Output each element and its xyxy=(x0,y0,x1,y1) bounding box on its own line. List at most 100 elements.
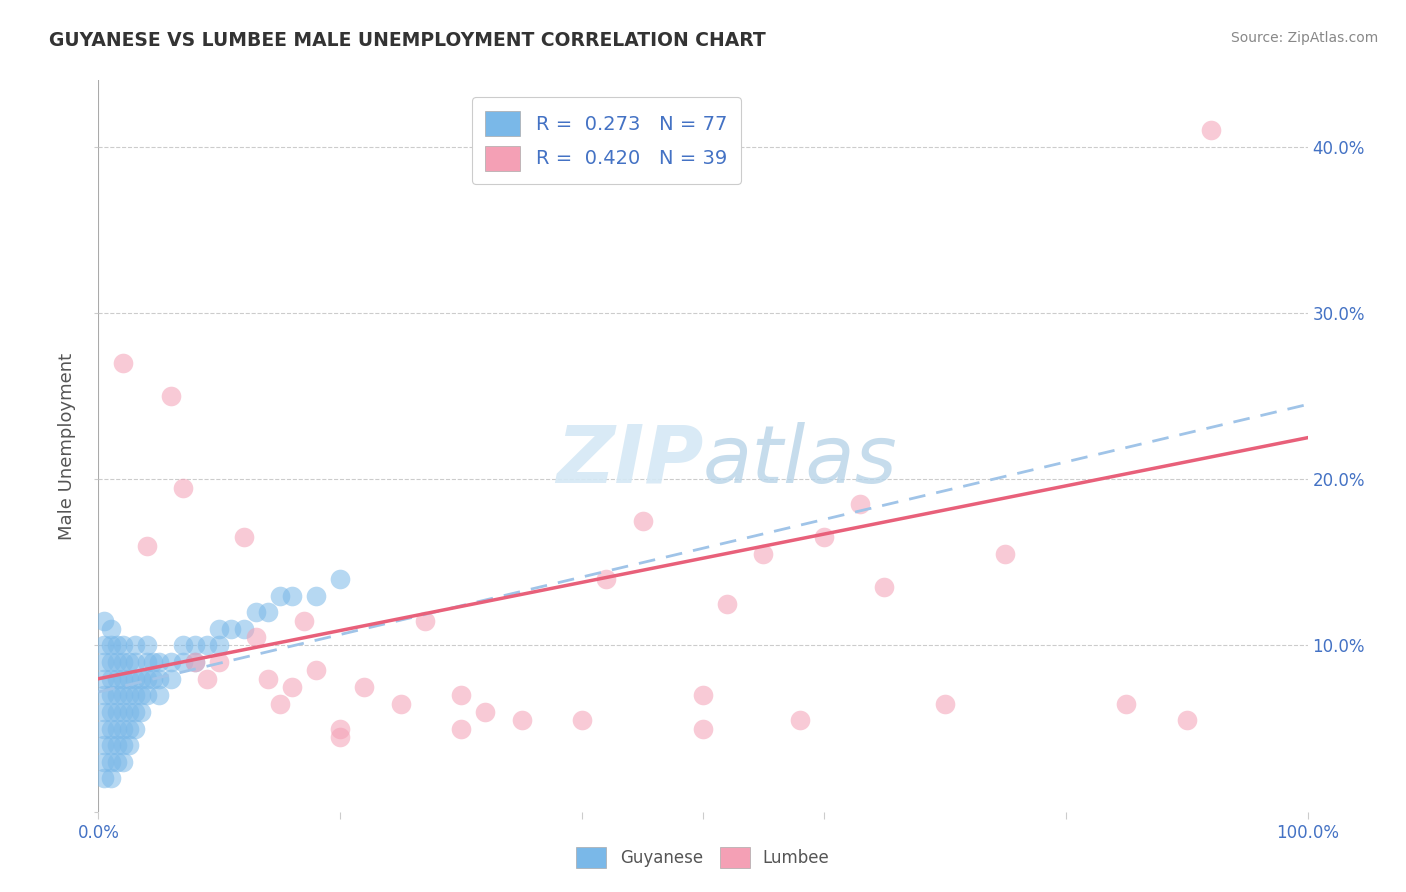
Point xyxy=(135,655,157,669)
Point xyxy=(571,714,593,728)
Text: atlas: atlas xyxy=(703,422,898,500)
Point xyxy=(105,705,128,719)
Point xyxy=(118,722,141,736)
Point xyxy=(93,738,115,752)
Point xyxy=(124,655,146,669)
Point xyxy=(752,547,775,561)
Point xyxy=(160,389,183,403)
Point xyxy=(124,639,146,653)
Point xyxy=(105,689,128,703)
Point xyxy=(100,622,122,636)
Point xyxy=(135,639,157,653)
Point xyxy=(111,672,134,686)
Point xyxy=(172,639,194,653)
Point xyxy=(329,722,352,736)
Point xyxy=(142,655,165,669)
Point xyxy=(100,689,122,703)
Point xyxy=(129,705,152,719)
Point xyxy=(111,639,134,653)
Point xyxy=(510,714,533,728)
Point xyxy=(195,639,218,653)
Point xyxy=(105,672,128,686)
Point xyxy=(208,622,231,636)
Text: Source: ZipAtlas.com: Source: ZipAtlas.com xyxy=(1230,31,1378,45)
Point xyxy=(105,738,128,752)
Point xyxy=(256,605,278,619)
Point xyxy=(329,730,352,744)
Point xyxy=(142,672,165,686)
Point xyxy=(148,672,170,686)
Point xyxy=(93,639,115,653)
Point xyxy=(184,639,207,653)
Point xyxy=(281,680,304,694)
Point xyxy=(208,655,231,669)
Point xyxy=(135,672,157,686)
Point xyxy=(474,705,496,719)
Point xyxy=(172,655,194,669)
Point xyxy=(994,547,1017,561)
Point xyxy=(93,755,115,769)
Point xyxy=(232,530,254,544)
Point xyxy=(100,639,122,653)
Point xyxy=(100,722,122,736)
Point xyxy=(184,655,207,669)
Point xyxy=(389,697,412,711)
Point xyxy=(111,722,134,736)
Point xyxy=(105,655,128,669)
Point xyxy=(93,655,115,669)
Point xyxy=(100,772,122,786)
Point xyxy=(100,738,122,752)
Point xyxy=(118,672,141,686)
Point xyxy=(100,655,122,669)
Point xyxy=(873,580,896,594)
Point xyxy=(692,689,714,703)
Text: GUYANESE VS LUMBEE MALE UNEMPLOYMENT CORRELATION CHART: GUYANESE VS LUMBEE MALE UNEMPLOYMENT COR… xyxy=(49,31,766,50)
Point xyxy=(93,614,115,628)
Point xyxy=(1115,697,1137,711)
Point xyxy=(692,722,714,736)
Point xyxy=(105,722,128,736)
Point xyxy=(1175,714,1198,728)
Point xyxy=(111,738,134,752)
Point xyxy=(329,572,352,586)
Point xyxy=(93,705,115,719)
Point xyxy=(281,589,304,603)
Point xyxy=(595,572,617,586)
Point xyxy=(305,664,328,678)
Point xyxy=(105,755,128,769)
Point xyxy=(124,705,146,719)
Point xyxy=(111,705,134,719)
Point xyxy=(353,680,375,694)
Point xyxy=(305,589,328,603)
Point xyxy=(160,655,183,669)
Point xyxy=(100,705,122,719)
Point xyxy=(93,772,115,786)
Point xyxy=(716,597,738,611)
Point xyxy=(129,689,152,703)
Point xyxy=(129,672,152,686)
Point xyxy=(100,755,122,769)
Point xyxy=(148,689,170,703)
Point xyxy=(93,722,115,736)
Point xyxy=(118,689,141,703)
Point xyxy=(292,614,315,628)
Point xyxy=(105,639,128,653)
Point xyxy=(124,689,146,703)
Point xyxy=(450,689,472,703)
Point xyxy=(245,605,267,619)
Point xyxy=(93,672,115,686)
Point xyxy=(413,614,436,628)
Point xyxy=(184,655,207,669)
Point xyxy=(269,697,291,711)
Point xyxy=(111,655,134,669)
Point xyxy=(208,639,231,653)
Point xyxy=(118,705,141,719)
Point xyxy=(813,530,835,544)
Point xyxy=(849,497,872,511)
Point xyxy=(269,589,291,603)
Point xyxy=(789,714,811,728)
Point xyxy=(111,755,134,769)
Point xyxy=(172,481,194,495)
Point xyxy=(160,672,183,686)
Point xyxy=(124,672,146,686)
